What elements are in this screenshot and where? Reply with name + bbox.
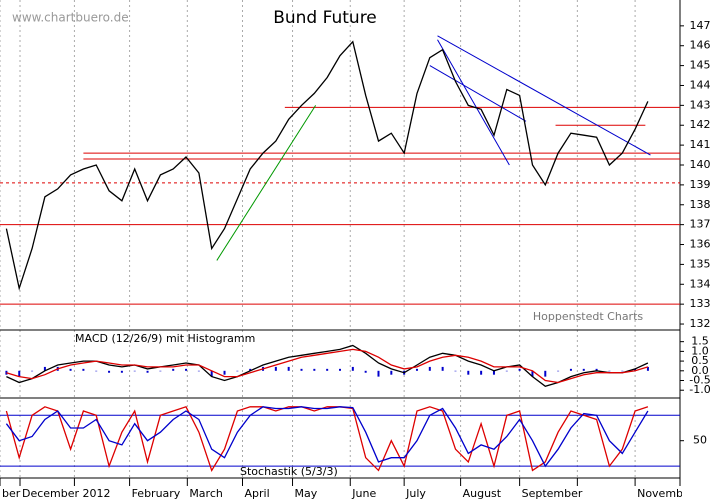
source: www.chartbuero.de [12, 11, 129, 25]
plot-layer: ber December 2012 February March April May Jun… [0, 0, 695, 500]
histogram-bar [313, 368, 316, 371]
x-tick-label: July [405, 487, 426, 500]
histogram-bar [505, 370, 508, 372]
y-tick-label: 135 [690, 257, 711, 270]
x-tick-label: ber [2, 487, 21, 500]
histogram-bar [492, 370, 495, 375]
trend-line [437, 35, 651, 156]
histogram-bar [31, 370, 34, 372]
trend-line [437, 39, 510, 166]
y-tick-label: 142 [690, 118, 711, 131]
x-tick-label: April [244, 487, 269, 500]
histogram-bar [351, 366, 354, 371]
histogram-bar [390, 370, 393, 375]
histogram-bar [133, 370, 136, 372]
histogram-bar [146, 370, 149, 373]
histogram-bar [185, 368, 188, 371]
histogram-bar [467, 370, 470, 375]
histogram-bar [415, 368, 418, 371]
stoch-title: Stochastik (5/3/3) [240, 465, 338, 478]
y-tick-label: 1.5 [691, 335, 709, 348]
histogram-bar [159, 370, 162, 372]
histogram-bar [236, 370, 239, 372]
histogram-bar [454, 370, 457, 372]
histogram-bar [518, 368, 521, 371]
histogram-bar [634, 368, 637, 371]
x-tick-label: May [295, 487, 318, 500]
y-tick-label: 1.0 [691, 344, 709, 357]
histogram-bar [95, 370, 98, 372]
y-tick-label: 133 [690, 297, 711, 310]
histogram-bar [287, 366, 290, 371]
trend-line [429, 65, 527, 122]
histogram-bar [120, 370, 123, 373]
y-tick-label: 0.5 [691, 354, 709, 367]
y-tick-label: 139 [690, 178, 711, 191]
y-tick-label: 140 [690, 158, 711, 171]
histogram-bar [377, 370, 380, 377]
histogram-bar [249, 368, 252, 371]
y-tick-label: 147 [690, 19, 711, 32]
histogram-bar [108, 370, 111, 373]
histogram-bar [197, 370, 200, 372]
histogram-bar [326, 368, 329, 371]
histogram-bar [339, 368, 341, 371]
x-tick-label: November [637, 487, 695, 500]
y-tick-label: 143 [690, 98, 711, 111]
histogram-bar [544, 370, 547, 377]
histogram-bar [595, 368, 598, 371]
histogram-bar [274, 366, 277, 371]
histogram-bar [531, 370, 534, 377]
histogram-bar [69, 368, 72, 371]
chart-title: Bund Future [273, 8, 377, 28]
y-tick-label: 136 [690, 238, 711, 251]
histogram-bar [300, 368, 303, 371]
x-tick-label: September [522, 487, 583, 500]
histogram-bar [428, 366, 431, 371]
y-tick-label: 0.0 [691, 364, 709, 377]
histogram-bar [364, 370, 367, 373]
series-line [5, 40, 649, 291]
trend-line [216, 105, 317, 261]
x-tick-label: December 2012 [22, 487, 111, 500]
macd-title: MACD (12/26/9) mit Histogramm [75, 332, 255, 345]
series-line [6, 344, 649, 388]
histogram-bar [646, 366, 649, 371]
histogram-bar [210, 370, 213, 377]
x-tick-label: February [132, 487, 181, 500]
y-tick-label: 144 [690, 78, 711, 91]
histogram-bar [223, 370, 226, 375]
histogram-bar [582, 368, 585, 371]
y-tick-label: 137 [690, 218, 711, 231]
y-tick-label: 50 [693, 434, 707, 447]
series-line [6, 348, 649, 384]
y-tick-label: 145 [690, 59, 711, 72]
y-tick-label: -1.0 [689, 383, 710, 396]
y-tick-label: 141 [690, 138, 711, 151]
histogram-bar [557, 370, 560, 372]
histogram-bar [172, 368, 175, 371]
x-tick-label: June [351, 487, 376, 500]
series-line [5, 406, 649, 472]
credit: Hoppenstedt Charts [533, 310, 644, 323]
histogram-bar [621, 370, 624, 372]
histogram-bar [480, 370, 483, 375]
histogram-bar [569, 368, 572, 371]
histogram-bar [82, 368, 85, 371]
y-tick-label: 134 [690, 277, 711, 290]
histogram-bar [43, 366, 46, 371]
series-line [5, 406, 649, 468]
y-tick-label: -0.5 [689, 374, 710, 387]
y-tick-label: 132 [690, 317, 711, 330]
x-tick-label: March [189, 487, 223, 500]
y-tick-label: 138 [690, 198, 711, 211]
histogram-bar [441, 366, 444, 371]
x-tick-label: August [463, 487, 502, 500]
y-tick-label: 146 [690, 39, 711, 52]
histogram-bar [608, 370, 611, 372]
histogram-bar [18, 370, 21, 377]
